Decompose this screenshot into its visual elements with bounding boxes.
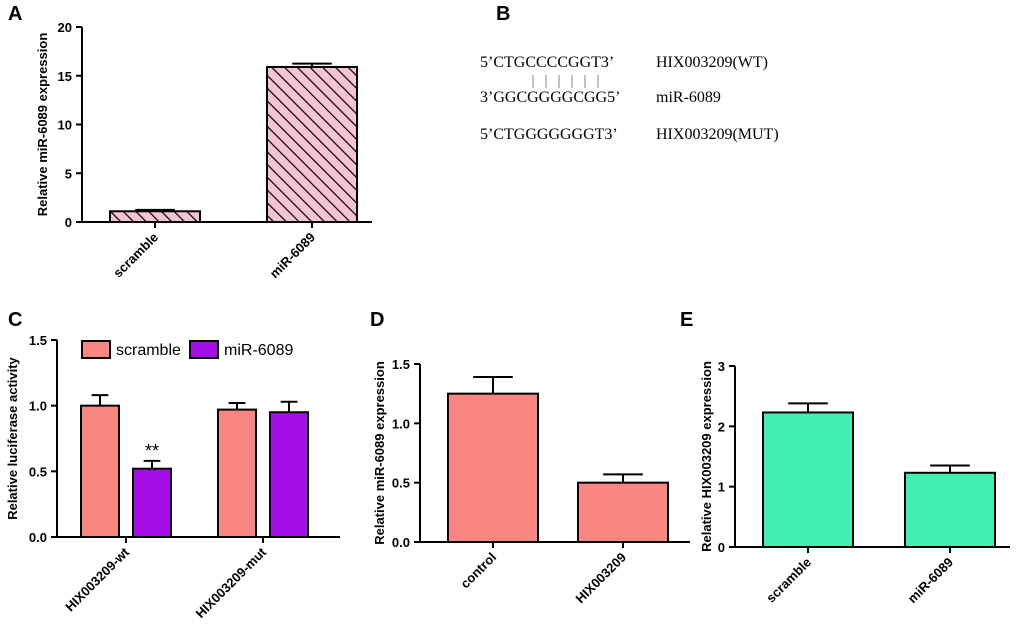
y-tick-label: 2 — [718, 419, 725, 434]
y-tick-label: 3 — [718, 359, 725, 374]
mut-sequence-label: HIX003209(MUT) — [656, 126, 779, 143]
legend-label: miR-6089 — [224, 342, 293, 359]
y-tick-label: 0.5 — [392, 476, 410, 491]
y-tick-label: 15 — [58, 69, 72, 84]
bar-mir-6089 — [132, 467, 172, 538]
panel-label-d: D — [370, 309, 384, 331]
y-tick-label: 20 — [58, 20, 72, 35]
x-category-label: HIX003209-mut — [193, 544, 270, 621]
mut-sequence: 5’CTGGGGGGGT3’ — [480, 126, 618, 143]
x-category-label: miR-6089 — [267, 230, 318, 281]
x-category-label: HIX003209-wt — [62, 544, 132, 614]
chart-a-mir6089-expression: 0 5 10 15 20 Relative miR-6089 expression scra… — [35, 20, 372, 281]
x-category-label: miR-6089 — [905, 555, 956, 606]
y-tick-label: 5 — [65, 166, 72, 181]
legend-swatch — [81, 340, 111, 359]
chart-e-hix003209-expression: 0 1 2 3 Relative HIX003209 expression scrambl… — [699, 359, 1010, 606]
y-tick-label: 0.5 — [29, 464, 47, 479]
y-tick-label: 1 — [718, 480, 725, 495]
y-axis-label: Relative miR-6089 expression — [372, 361, 387, 545]
y-tick-label: 10 — [58, 118, 72, 133]
chart-c-luciferase-activity: 0.0 0.5 1.0 1.5 Relative luciferase activity… — [5, 333, 340, 621]
panel-label-c: C — [8, 309, 22, 331]
bar-scramble — [762, 411, 854, 548]
x-category-label: control — [457, 550, 499, 592]
base-pairing-lines — [532, 75, 599, 88]
sequence-alignment: 5’CTGCCCCGGT3’ HIX003209(WT) 3’GGCGGGGCG… — [480, 54, 779, 143]
legend-label: scramble — [116, 342, 181, 359]
chart-d-mir6089-expression: 0.0 0.5 1.0 1.5 Relative miR-6089 expression… — [372, 357, 690, 606]
bar-scramble — [109, 210, 201, 223]
panel-label-b: B — [496, 3, 510, 25]
x-category-label: scramble — [110, 230, 161, 281]
bar-mir-6089 — [269, 411, 309, 539]
wt-sequence: 5’CTGCCCCGGT3’ — [480, 54, 614, 71]
mir-sequence: 3’GGCGGGGCGG5’ — [480, 89, 620, 106]
legend: scramble miR-6089 — [81, 340, 293, 359]
panel-label-e: E — [680, 309, 693, 331]
mir-sequence-label: miR-6089 — [656, 89, 721, 106]
bar-scramble — [80, 404, 120, 538]
y-axis-label: Relative luciferase activity — [5, 356, 20, 519]
significance-marker: ** — [145, 441, 159, 461]
bar-mir-6089 — [266, 65, 358, 223]
x-category-label: scramble — [763, 555, 814, 606]
y-tick-label: 1.0 — [29, 399, 47, 414]
y-tick-label: 1.5 — [392, 357, 410, 372]
y-tick-label: 1.5 — [29, 333, 47, 348]
bar-mir-6089 — [904, 471, 996, 549]
bar-control — [447, 392, 539, 543]
bar-hix003209 — [577, 481, 669, 543]
y-tick-label: 0 — [718, 540, 725, 555]
panel-label-a: A — [8, 3, 22, 25]
wt-sequence-label: HIX003209(WT) — [656, 54, 768, 71]
x-category-label: HIX003209 — [573, 550, 630, 607]
y-tick-label: 0 — [65, 215, 72, 230]
y-axis-label: Relative miR-6089 expression — [35, 33, 50, 217]
y-tick-label: 1.0 — [392, 416, 410, 431]
y-axis-label: Relative HIX003209 expression — [699, 361, 714, 552]
y-tick-label: 0.0 — [392, 535, 410, 550]
y-tick-label: 0.0 — [29, 530, 47, 545]
legend-swatch — [189, 340, 219, 359]
bar-scramble — [217, 408, 257, 538]
